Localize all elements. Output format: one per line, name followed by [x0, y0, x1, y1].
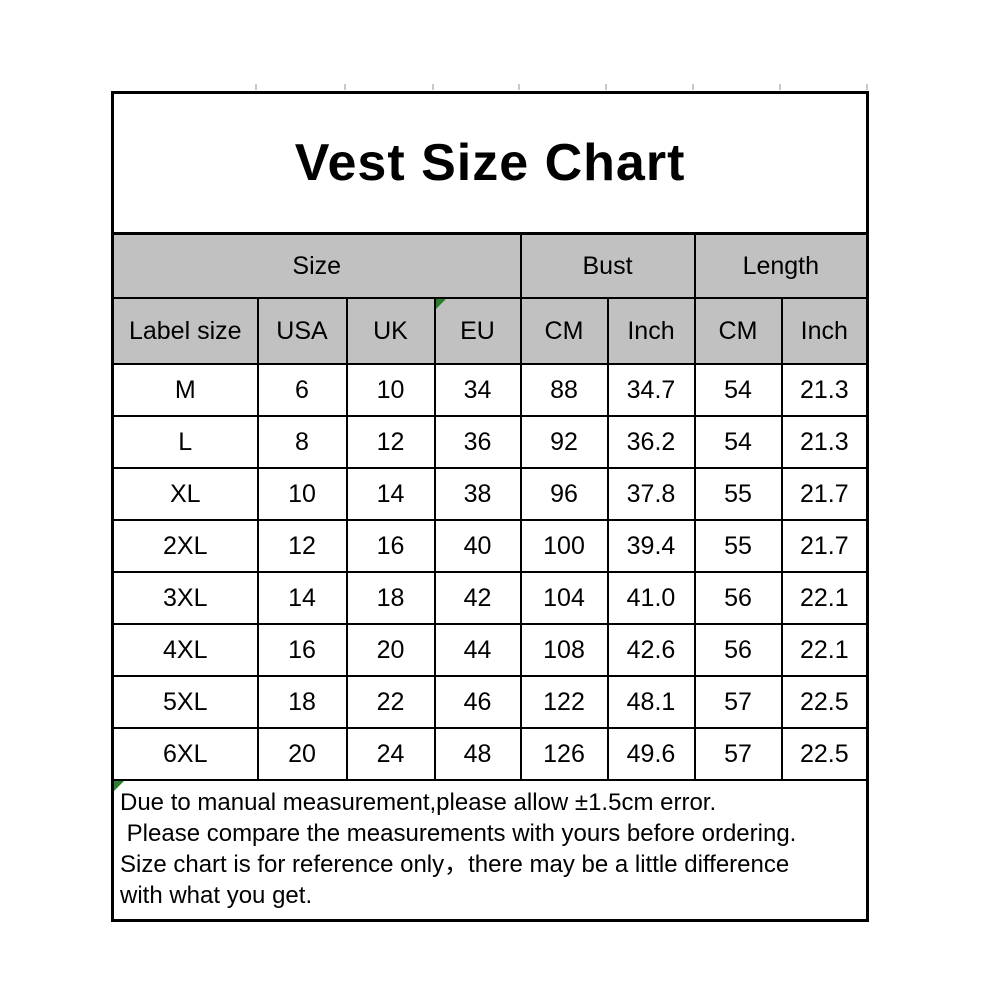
table-cell: 16: [256, 623, 348, 677]
table-cell: 48.1: [606, 675, 696, 729]
cell-error-marker-icon: [114, 781, 124, 791]
col-header-label-size: Label size: [111, 297, 259, 365]
table-cell: 46: [433, 675, 522, 729]
table-cell: 42: [433, 571, 522, 625]
table-row-l: L 8 12 36 92 36.2 54 21.3: [111, 415, 869, 469]
table-cell: 4XL: [111, 623, 259, 677]
table-cell: 24: [345, 727, 436, 781]
table-row-4xl: 4XL 16 20 44 108 42.6 56 22.1: [111, 623, 869, 677]
table-row-6xl: 6XL 20 24 48 126 49.6 57 22.5: [111, 727, 869, 781]
table-cell: 56: [693, 571, 783, 625]
notes-row: Due to manual measurement,please allow ±…: [111, 779, 869, 922]
table-cell: 39.4: [606, 519, 696, 573]
table-row-m: M 6 10 34 88 34.7 54 21.3: [111, 363, 869, 417]
table-cell: 55: [693, 467, 783, 521]
note-line-2: Please compare the measurements with you…: [120, 820, 797, 847]
table-cell: 126: [519, 727, 609, 781]
col-header-eu: EU: [433, 297, 522, 365]
table-cell: 21.7: [780, 467, 869, 521]
note-line-4: with what you get.: [120, 882, 313, 909]
table-cell: 34: [433, 363, 522, 417]
col-header-length-inch: Inch: [780, 297, 869, 365]
table-cell: 10: [345, 363, 436, 417]
table-cell: L: [111, 415, 259, 469]
table-cell: 14: [345, 467, 436, 521]
table-cell: 92: [519, 415, 609, 469]
cell-error-marker-icon: [436, 300, 446, 309]
title-row: Vest Size Chart: [111, 91, 869, 235]
table-cell: 36.2: [606, 415, 696, 469]
table-cell: 40: [433, 519, 522, 573]
table-cell: 54: [693, 363, 783, 417]
table-cell: 36: [433, 415, 522, 469]
vest-size-chart-table: Vest Size Chart Size Bust Length Label s…: [111, 91, 870, 922]
table-cell: 88: [519, 363, 609, 417]
table-cell: 8: [256, 415, 348, 469]
table-cell: 10: [256, 467, 348, 521]
table-cell: 6XL: [111, 727, 259, 781]
chart-title: Vest Size Chart: [111, 91, 869, 235]
table-cell: 55: [693, 519, 783, 573]
col-header-bust-cm: CM: [519, 297, 609, 365]
table-cell: 108: [519, 623, 609, 677]
table-cell: 3XL: [111, 571, 259, 625]
table-cell: 2XL: [111, 519, 259, 573]
gridline-ticks-top: [0, 84, 1001, 90]
col-header-length-cm: CM: [693, 297, 783, 365]
group-header-length: Length: [693, 232, 869, 299]
table-cell: 18: [345, 571, 436, 625]
table-cell: 16: [345, 519, 436, 573]
table-row-2xl: 2XL 12 16 40 100 39.4 55 21.7: [111, 519, 869, 573]
note-line-3: Size chart is for reference only，there m…: [120, 851, 790, 878]
group-header-bust: Bust: [519, 232, 696, 299]
col-header-bust-inch: Inch: [606, 297, 696, 365]
col-header-uk: UK: [345, 297, 436, 365]
table-row-xl: XL 10 14 38 96 37.8 55 21.7: [111, 467, 869, 521]
table-cell: 22.5: [780, 727, 869, 781]
table-cell: 104: [519, 571, 609, 625]
note-line-1: Due to manual measurement,please allow ±…: [120, 789, 717, 816]
table-cell: 20: [345, 623, 436, 677]
col-header-usa: USA: [256, 297, 348, 365]
table-cell: 96: [519, 467, 609, 521]
col-header-eu-label: EU: [460, 316, 495, 345]
table-cell: 57: [693, 675, 783, 729]
table-cell: 44: [433, 623, 522, 677]
table-cell: 41.0: [606, 571, 696, 625]
table-row-5xl: 5XL 18 22 46 122 48.1 57 22.5: [111, 675, 869, 729]
table-cell: 21.3: [780, 363, 869, 417]
table-cell: 6: [256, 363, 348, 417]
table-cell: 21.3: [780, 415, 869, 469]
table-cell: 57: [693, 727, 783, 781]
table-cell: 20: [256, 727, 348, 781]
group-header-size: Size: [111, 232, 522, 299]
table-cell: 42.6: [606, 623, 696, 677]
notes-cell: Due to manual measurement,please allow ±…: [111, 779, 869, 922]
table-cell: XL: [111, 467, 259, 521]
table-cell: 18: [256, 675, 348, 729]
table-cell: 49.6: [606, 727, 696, 781]
table-cell: 122: [519, 675, 609, 729]
group-header-row: Size Bust Length: [111, 232, 869, 299]
table-cell: 12: [345, 415, 436, 469]
table-cell: 21.7: [780, 519, 869, 573]
table-cell: 48: [433, 727, 522, 781]
table-cell: 22.5: [780, 675, 869, 729]
table-cell: 22: [345, 675, 436, 729]
table-cell: 56: [693, 623, 783, 677]
table-cell: 54: [693, 415, 783, 469]
table-cell: 34.7: [606, 363, 696, 417]
table-cell: 14: [256, 571, 348, 625]
table-cell: M: [111, 363, 259, 417]
column-header-row: Label size USA UK EU CM Inch CM Inch: [111, 297, 869, 365]
table-cell: 100: [519, 519, 609, 573]
table-row-3xl: 3XL 14 18 42 104 41.0 56 22.1: [111, 571, 869, 625]
table-cell: 5XL: [111, 675, 259, 729]
table-cell: 37.8: [606, 467, 696, 521]
table-cell: 38: [433, 467, 522, 521]
table-cell: 22.1: [780, 571, 869, 625]
table-cell: 12: [256, 519, 348, 573]
table-cell: 22.1: [780, 623, 869, 677]
